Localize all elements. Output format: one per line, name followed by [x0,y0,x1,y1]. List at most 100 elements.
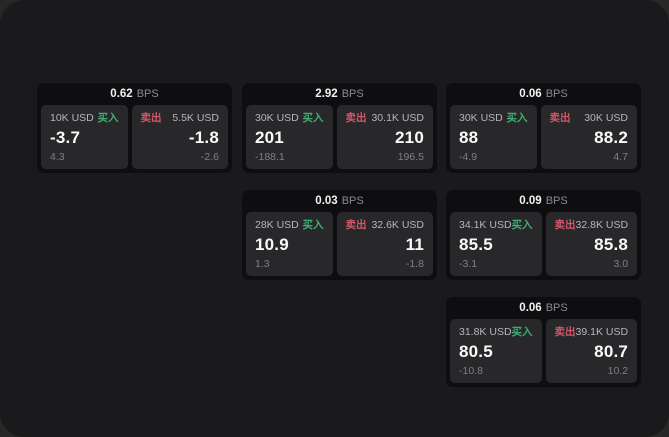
buy-amount: 28K USD [255,219,299,231]
sell-side-label: 卖出 [140,112,162,124]
quote-card: 2.92 BPS 30K USD 买入 201 -188.1 卖出 30.1K … [242,83,437,173]
buy-delta: 4.3 [50,151,65,163]
bps-value: 2.92 [315,88,338,100]
sell-delta: 3.0 [613,258,629,270]
buy-side-label: 买入 [511,219,533,231]
sell-top-row: 卖出 30K USD [550,112,628,124]
card-header: 0.09 BPS [446,190,641,212]
buy-amount: 34.1K USD [459,219,512,231]
buy-top-row: 10K USD 买入 [50,112,119,124]
quote-card: 0.06 BPS 30K USD 买入 88 -4.9 卖出 30K USD 8… [446,83,641,173]
buy-side-label: 买入 [511,326,533,338]
bps-value: 0.06 [519,88,542,100]
sell-top-row: 卖出 39.1K USD [555,326,629,338]
buy-side-label: 买入 [302,112,324,124]
bps-unit-label: BPS [341,88,364,100]
sell-top-row: 卖出 5.5K USD [141,112,219,124]
card-header: 0.62 BPS [37,83,232,105]
sell-quote-tile[interactable]: 卖出 30K USD 88.2 4.7 [540,105,637,169]
buy-side-label: 买入 [302,219,324,231]
card-header: 2.92 BPS [242,83,437,105]
sell-side-label: 卖出 [345,112,367,124]
buy-top-row: 30K USD 买入 [459,112,528,124]
card-header: 0.06 BPS [446,83,641,105]
quote-sides: 31.8K USD 买入 80.5 -10.8 卖出 39.1K USD 80.… [446,319,641,383]
buy-price: 88 [459,128,479,147]
sell-quote-tile[interactable]: 卖出 32.6K USD 11 -1.8 [336,212,433,276]
quote-card: 0.62 BPS 10K USD 买入 -3.7 4.3 卖出 5.5K USD… [37,83,232,173]
buy-delta: -188.1 [255,151,285,163]
sell-quote-tile[interactable]: 卖出 5.5K USD -1.8 -2.6 [131,105,228,169]
sell-delta: -1.8 [405,258,424,270]
sell-price: 85.8 [594,235,629,254]
sell-amount: 32.8K USD [575,219,629,231]
buy-price: -3.7 [50,128,81,147]
sell-top-row: 卖出 32.6K USD [346,219,424,231]
sell-amount: 30.1K USD [371,112,424,124]
sell-price: 11 [405,235,424,254]
bps-unit-label: BPS [545,302,568,314]
buy-side-label: 买入 [506,112,528,124]
buy-top-row: 30K USD 买入 [255,112,324,124]
buy-price: 85.5 [459,235,493,254]
buy-side-label: 买入 [97,112,119,124]
sell-price: 210 [395,128,424,147]
buy-quote-tile[interactable]: 30K USD 买入 88 -4.9 [450,105,537,169]
sell-top-row: 卖出 30.1K USD [346,112,424,124]
buy-delta: -10.8 [459,365,483,377]
bps-value: 0.03 [315,195,338,207]
quote-card: 0.06 BPS 31.8K USD 买入 80.5 -10.8 卖出 39.1… [446,297,641,387]
sell-quote-tile[interactable]: 卖出 30.1K USD 210 196.5 [336,105,433,169]
sell-side-label: 卖出 [549,112,571,124]
buy-amount: 30K USD [459,112,503,124]
sell-quote-tile[interactable]: 卖出 39.1K USD 80.7 10.2 [545,319,638,383]
bps-value: 0.09 [519,195,542,207]
sell-delta: -2.6 [200,151,219,163]
buy-price: 10.9 [255,235,289,254]
buy-top-row: 28K USD 买入 [255,219,324,231]
buy-delta: 1.3 [255,258,270,270]
buy-quote-tile[interactable]: 28K USD 买入 10.9 1.3 [246,212,333,276]
buy-amount: 30K USD [255,112,299,124]
quote-sides: 10K USD 买入 -3.7 4.3 卖出 5.5K USD -1.8 -2.… [37,105,232,169]
quote-sides: 34.1K USD 买入 85.5 -3.1 卖出 32.8K USD 85.8… [446,212,641,276]
sell-delta: 4.7 [613,151,628,163]
buy-top-row: 31.8K USD 买入 [459,326,533,338]
sell-amount: 39.1K USD [575,326,629,338]
buy-quote-tile[interactable]: 34.1K USD 买入 85.5 -3.1 [450,212,542,276]
sell-delta: 10.2 [607,365,629,377]
buy-top-row: 34.1K USD 买入 [459,219,533,231]
buy-price: 80.5 [459,342,493,361]
quote-sides: 28K USD 买入 10.9 1.3 卖出 32.6K USD 11 -1.8 [242,212,437,276]
bps-value: 0.62 [110,88,133,100]
card-header: 0.03 BPS [242,190,437,212]
sell-price: 80.7 [594,342,629,361]
quote-card: 0.03 BPS 28K USD 买入 10.9 1.3 卖出 32.6K US… [242,190,437,280]
sell-delta: 196.5 [397,151,424,163]
card-header: 0.06 BPS [446,297,641,319]
buy-price: 201 [255,128,284,147]
quote-sides: 30K USD 买入 88 -4.9 卖出 30K USD 88.2 4.7 [446,105,641,169]
bps-value: 0.06 [519,302,542,314]
sell-amount: 30K USD [584,112,628,124]
bps-unit-label: BPS [545,195,568,207]
sell-amount: 32.6K USD [371,219,424,231]
buy-quote-tile[interactable]: 30K USD 买入 201 -188.1 [246,105,333,169]
quote-card: 0.09 BPS 34.1K USD 买入 85.5 -3.1 卖出 32.8K… [446,190,641,280]
sell-side-label: 卖出 [345,219,367,231]
buy-delta: -3.1 [459,258,478,270]
bps-unit-label: BPS [341,195,364,207]
buy-quote-tile[interactable]: 31.8K USD 买入 80.5 -10.8 [450,319,542,383]
sell-price: 88.2 [594,128,628,147]
sell-price: -1.8 [188,128,219,147]
buy-quote-tile[interactable]: 10K USD 买入 -3.7 4.3 [41,105,128,169]
buy-amount: 31.8K USD [459,326,512,338]
sell-amount: 5.5K USD [172,112,219,124]
sell-side-label: 卖出 [554,219,576,231]
bps-unit-label: BPS [136,88,159,100]
bps-unit-label: BPS [545,88,568,100]
sell-quote-tile[interactable]: 卖出 32.8K USD 85.8 3.0 [545,212,638,276]
buy-amount: 10K USD [50,112,94,124]
quote-sides: 30K USD 买入 201 -188.1 卖出 30.1K USD 210 1… [242,105,437,169]
